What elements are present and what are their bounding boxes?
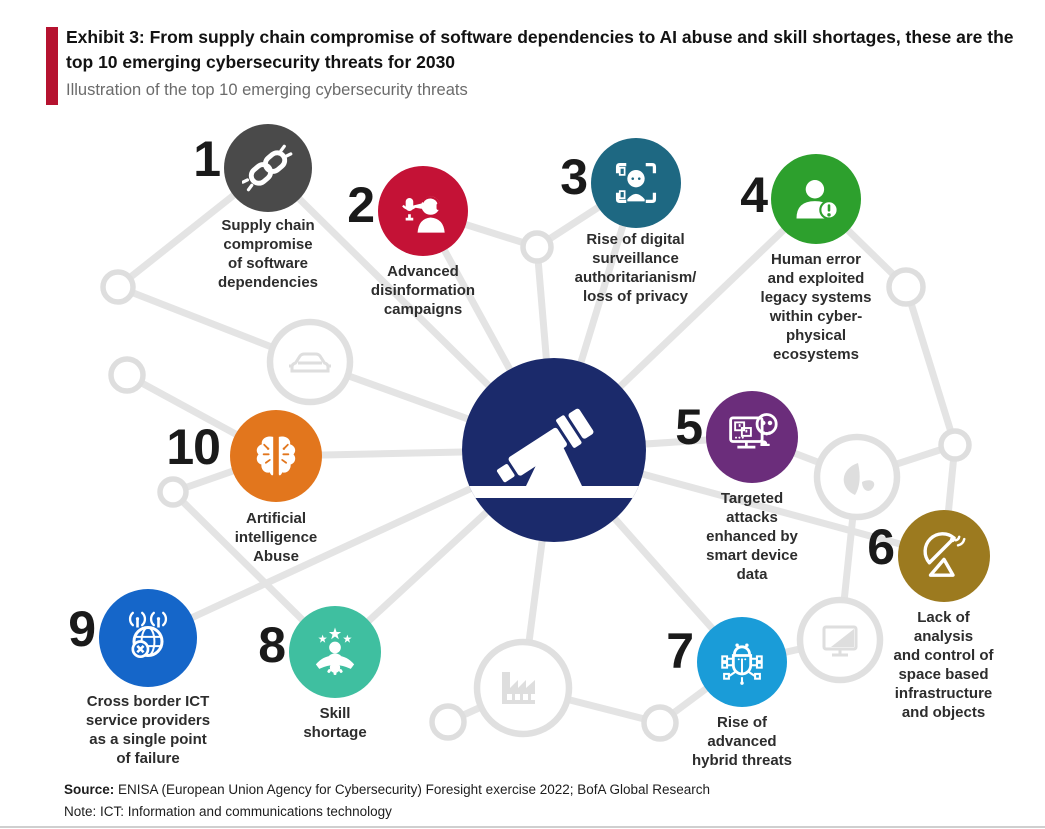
threat-1-circle xyxy=(224,124,312,212)
threat-8-label: Skill shortage xyxy=(303,705,367,742)
telescope-icon xyxy=(462,408,646,498)
person-stars-icon xyxy=(315,627,355,675)
factory-icon xyxy=(473,638,573,738)
threat-10-number: 10 xyxy=(166,419,221,475)
source-label: Source: xyxy=(64,782,115,797)
threat-6-label: Lack of analysis and control of space ba… xyxy=(893,609,994,722)
threat-10-circle xyxy=(230,410,322,502)
threat-9-label: Cross border ICT service providers as a … xyxy=(85,693,211,768)
monitor-icon xyxy=(796,596,884,684)
monitor-skull-icon xyxy=(729,413,778,449)
threat-3-number: 3 xyxy=(560,149,588,205)
threat-9-number: 9 xyxy=(68,601,96,657)
threat-7-label: Rise of advanced hybrid threats xyxy=(691,714,793,770)
satellite-dish-icon xyxy=(923,532,966,577)
network-nodes xyxy=(100,230,972,742)
threat-1-label: Supply chain compromise of software depe… xyxy=(217,217,319,292)
threat-5-label: Targeted attacks enhanced by smart devic… xyxy=(706,490,798,584)
leaf-icon xyxy=(813,433,901,521)
disinformation-speaker-icon xyxy=(402,196,445,233)
threat-10-label: Artificial intelligence Abuse xyxy=(234,510,318,566)
threat-8-circle xyxy=(289,606,381,698)
threat-6-circle xyxy=(898,510,990,602)
threat-3-label: Rise of digital surveillance authoritari… xyxy=(574,231,697,306)
person-alert-icon xyxy=(796,180,839,220)
circuit-bug-icon xyxy=(721,643,763,685)
exhibit-title: Exhibit 3: From supply chain compromise … xyxy=(66,27,1014,72)
face-scan-icon xyxy=(615,162,657,204)
threat-9-circle xyxy=(99,589,197,687)
title-accent-bar xyxy=(46,27,58,105)
threat-7-circle xyxy=(697,617,787,707)
threat-4-number: 4 xyxy=(740,167,768,223)
threat-5-number: 5 xyxy=(675,399,703,455)
note-line: Note: ICT: Information and communication… xyxy=(64,804,392,820)
bottom-divider xyxy=(0,826,1045,828)
threat-6-number: 6 xyxy=(867,519,895,575)
threat-7-number: 7 xyxy=(666,623,694,679)
threat-2-number: 2 xyxy=(347,177,375,233)
threat-4-circle xyxy=(771,154,861,244)
globe-antenna-icon xyxy=(128,611,168,659)
threat-4-label: Human error and exploited legacy systems… xyxy=(760,251,872,364)
central-hub xyxy=(462,358,646,542)
source-text: ENISA (European Union Agency for Cyberse… xyxy=(114,782,711,797)
brain-icon xyxy=(256,436,296,476)
threat-8-number: 8 xyxy=(258,617,286,673)
exhibit-subtitle: Illustration of the top 10 emerging cybe… xyxy=(66,81,468,99)
threat-2-circle xyxy=(378,166,468,256)
threat-1-number: 1 xyxy=(193,131,221,187)
car-icon xyxy=(266,318,354,406)
threat-2-label: Advanced disinformation campaigns xyxy=(370,263,476,319)
broken-chain-icon xyxy=(242,144,293,192)
source-line: Source: ENISA (European Union Agency for… xyxy=(64,779,984,801)
threat-3-circle xyxy=(591,138,681,228)
threat-5-circle xyxy=(706,391,798,483)
footer: Source: ENISA (European Union Agency for… xyxy=(64,779,984,824)
